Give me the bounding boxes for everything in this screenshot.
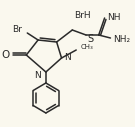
Text: N: N [34,70,41,80]
Text: N: N [65,52,71,61]
Text: Br: Br [13,26,22,35]
Text: CH₃: CH₃ [80,44,93,50]
Text: O: O [1,50,10,60]
Text: NH₂: NH₂ [113,35,131,44]
Text: BrH: BrH [74,12,91,20]
Text: S: S [87,34,93,44]
Text: NH: NH [107,12,121,21]
